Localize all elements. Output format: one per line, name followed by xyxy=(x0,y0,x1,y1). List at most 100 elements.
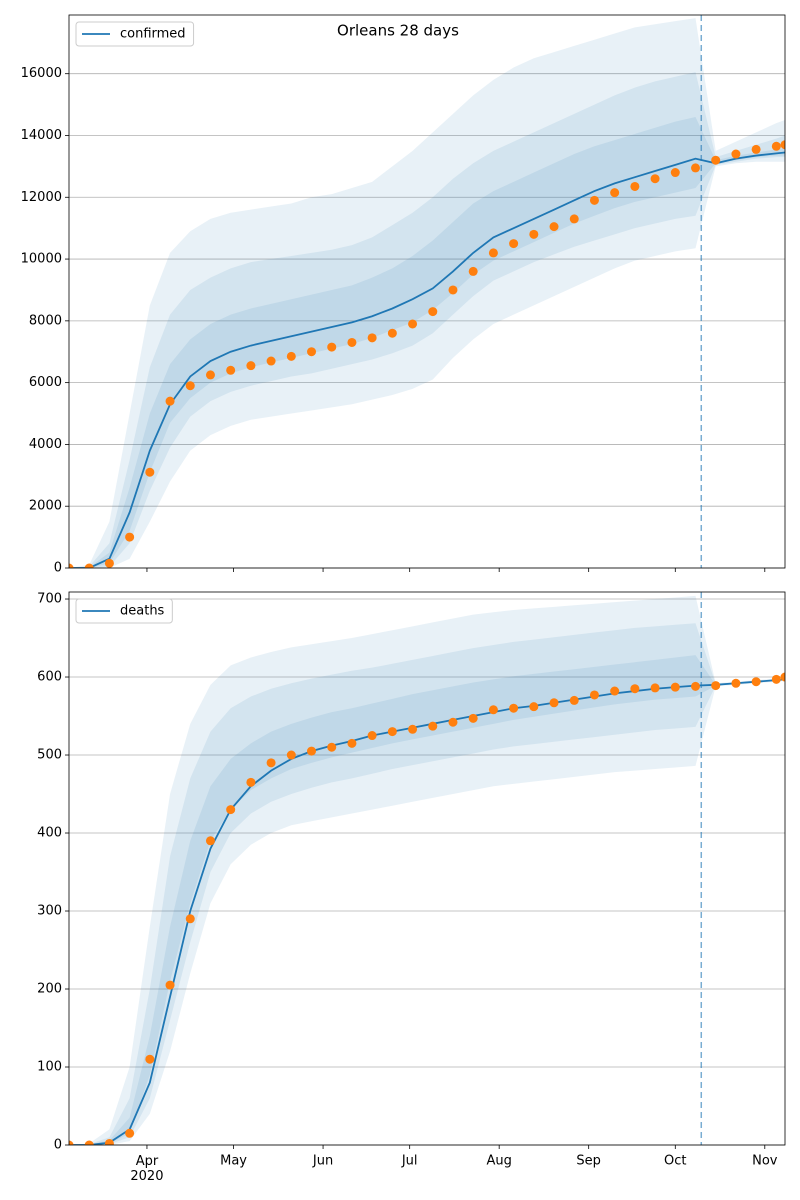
observed-point xyxy=(529,702,539,712)
y-tick-label: 600 xyxy=(37,670,62,685)
axes-frame xyxy=(68,591,786,1146)
observed-point xyxy=(266,758,276,768)
y-tick-label: 300 xyxy=(37,904,62,919)
observed-point xyxy=(731,678,741,688)
observed-point xyxy=(428,721,438,731)
confidence-band xyxy=(69,623,785,1145)
observed-point xyxy=(69,563,74,568)
confidence-band xyxy=(69,72,785,568)
observed-point xyxy=(650,683,660,693)
observed-point xyxy=(569,214,579,224)
observed-point xyxy=(610,686,620,696)
subplot: 0 2000 4000 6000 8000 10000 12000 14000 16000 Orl… xyxy=(21,14,786,576)
legend-label: confirmed xyxy=(120,27,186,42)
x-tick-label: Jun xyxy=(312,1154,333,1169)
x-tick-label: Apr 2020 xyxy=(130,1154,163,1184)
observed-point xyxy=(630,684,640,694)
observed-point xyxy=(327,342,337,352)
observed-point xyxy=(367,731,377,741)
observed-point xyxy=(205,370,215,380)
observed-point xyxy=(185,914,195,924)
observed-point xyxy=(509,703,519,713)
legend-box xyxy=(75,598,173,624)
y-tick-label: 2000 xyxy=(29,499,62,514)
observed-point xyxy=(205,836,215,846)
observed-point xyxy=(488,248,498,258)
observed-point xyxy=(286,351,296,361)
y-tick-label: 0 xyxy=(54,561,62,576)
observed-point xyxy=(691,681,700,691)
model-line xyxy=(69,151,785,568)
observed-point xyxy=(327,742,337,752)
axes-frame xyxy=(68,14,786,569)
x-tick-label: Nov xyxy=(752,1154,778,1169)
x-tick-label: Aug xyxy=(486,1154,511,1169)
x-tick-label: Oct xyxy=(664,1154,686,1169)
observed-point xyxy=(448,717,458,727)
chart-title: Orleans 28 days xyxy=(337,22,459,40)
observed-point xyxy=(610,188,620,198)
observed-point xyxy=(448,285,458,295)
observed-point xyxy=(307,746,317,756)
observed-point xyxy=(246,777,256,787)
observed-point xyxy=(347,738,357,748)
observed-point xyxy=(266,356,276,366)
y-tick-label: 16000 xyxy=(21,66,62,81)
observed-point xyxy=(226,365,236,375)
subplot: 0 100 200 300 400 500 600 700 Apr 2020 May Jun Jul Au… xyxy=(37,591,786,1184)
y-tick-label: 4000 xyxy=(29,437,62,452)
observed-point xyxy=(509,239,519,249)
plot-area xyxy=(69,15,785,568)
observed-point xyxy=(125,1128,135,1138)
observed-point xyxy=(226,805,236,815)
observed-point xyxy=(549,698,559,708)
confidence-band xyxy=(69,18,785,568)
observed-point xyxy=(145,467,155,477)
x-tick-label: May xyxy=(220,1154,247,1169)
confidence-band xyxy=(69,595,785,1145)
observed-point xyxy=(751,144,761,154)
observed-point xyxy=(408,724,418,734)
observed-point xyxy=(771,141,781,151)
observed-point xyxy=(145,1054,155,1064)
legend-box xyxy=(75,21,195,47)
observed-point xyxy=(165,396,175,406)
observed-point xyxy=(286,750,296,760)
x-tick-label: Jul xyxy=(401,1154,418,1169)
y-tick-label: 8000 xyxy=(29,313,62,328)
observed-point xyxy=(751,677,761,687)
y-tick-label: 6000 xyxy=(29,375,62,390)
observed-point xyxy=(428,307,438,317)
observed-point xyxy=(408,319,418,329)
observed-point xyxy=(387,727,397,737)
observed-point xyxy=(549,222,559,232)
observed-point xyxy=(731,149,741,159)
observed-point xyxy=(468,713,478,723)
plot-area xyxy=(69,592,785,1145)
y-tick-label: 0 xyxy=(54,1138,62,1153)
observed-point xyxy=(670,168,680,178)
observed-point xyxy=(246,361,256,371)
observed-point xyxy=(780,140,785,150)
observed-point xyxy=(347,337,357,347)
y-tick-label: 14000 xyxy=(21,128,62,143)
observed-point xyxy=(84,563,94,568)
observed-point xyxy=(771,674,781,684)
y-tick-label: 12000 xyxy=(21,190,62,205)
observed-point xyxy=(84,1140,94,1145)
y-tick-label: 700 xyxy=(37,592,62,607)
observed-point xyxy=(711,681,721,691)
observed-point xyxy=(711,155,721,165)
observed-point xyxy=(125,532,135,542)
y-tick-label: 500 xyxy=(37,748,62,763)
y-tick-label: 400 xyxy=(37,826,62,841)
observed-point xyxy=(589,195,599,205)
confidence-band xyxy=(69,655,785,1145)
observed-point xyxy=(650,174,660,184)
observed-point xyxy=(569,695,579,705)
observed-point xyxy=(185,381,195,391)
legend-label: deaths xyxy=(120,604,165,619)
x-tick-label: Sep xyxy=(576,1154,601,1169)
observed-point xyxy=(468,266,478,276)
